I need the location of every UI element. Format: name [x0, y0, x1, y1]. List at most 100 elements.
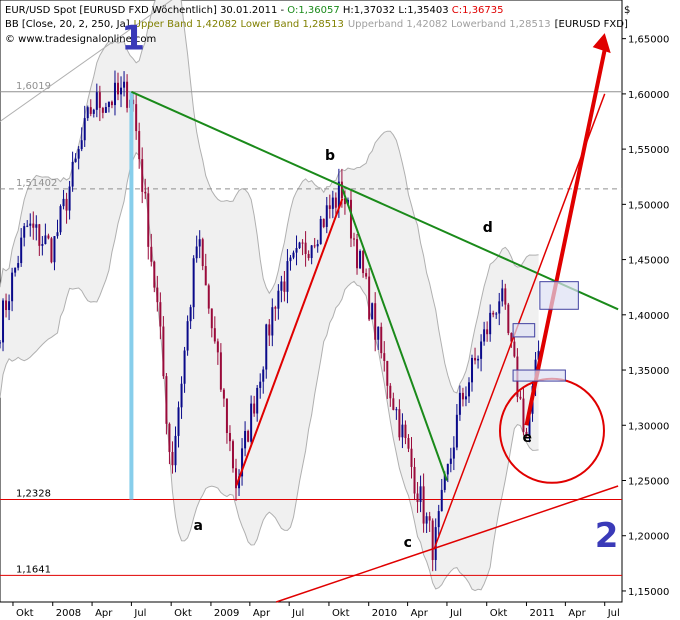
candle-body [504, 288, 507, 305]
lower-band [0, 151, 539, 592]
candle-body [292, 252, 295, 258]
candle-body [374, 303, 377, 340]
candle-body [71, 161, 74, 187]
candle-body [256, 387, 259, 414]
candle-body [26, 225, 29, 227]
header-close: C:1,36735 [452, 5, 504, 16]
candle-body [334, 197, 337, 208]
wide-zone-box [512, 369, 566, 382]
candle-body [162, 326, 165, 377]
candle-body [38, 224, 41, 246]
candle-body [238, 476, 241, 489]
header-bb-symbol: [EURUSD FXD] [555, 19, 628, 30]
candle-body [458, 392, 461, 415]
x-tick-label: Apr [95, 608, 113, 619]
candle-body [422, 486, 425, 524]
header-line-2: BB [Close, 20, 2, 250, Ja] Upper Band 1,4… [5, 19, 628, 30]
candle-body [41, 244, 44, 246]
candle-body [395, 409, 398, 411]
candle-body [313, 245, 316, 247]
candle-body [480, 341, 483, 359]
x-tick-label: Okt [490, 608, 508, 619]
resistance-zone-box [539, 281, 579, 310]
candle-body [319, 218, 322, 245]
candle-body [17, 263, 20, 268]
candle-body [177, 407, 180, 436]
y-tick-label: 1,55000 [628, 145, 669, 156]
small-zone-box [512, 323, 536, 338]
candle-body [489, 312, 492, 335]
header-open: O:1,36057 [287, 5, 339, 16]
candle-body [289, 257, 292, 262]
candle-body [467, 382, 470, 397]
y-tick-label: 1,15000 [628, 587, 669, 598]
candle-body [201, 239, 204, 267]
x-tick-label: Apr [411, 608, 429, 619]
candle-body [219, 352, 222, 390]
candle-body [310, 245, 313, 259]
candle-body [20, 237, 23, 264]
candle-body [316, 244, 319, 247]
candle-body [410, 448, 413, 467]
candle-body [183, 350, 186, 384]
candle-body [513, 341, 516, 357]
header-bb-params: BB [Close, 20, 2, 250, Ja] [5, 19, 130, 30]
candle-body [528, 413, 531, 437]
candle-body [189, 307, 192, 322]
candle-body [259, 381, 262, 388]
header-bb-values: Upper Band 1,42082 Lower Band 1,28513 [134, 19, 344, 30]
candle-body [383, 353, 386, 361]
candle-body [180, 383, 183, 408]
currency-symbol: $ [624, 5, 630, 16]
candle-body [331, 197, 334, 209]
candle-body [253, 403, 256, 414]
candle-body [495, 313, 498, 315]
candle-body [377, 326, 380, 340]
candle-body [159, 302, 162, 327]
candle-body [286, 261, 289, 292]
candle-body [265, 324, 268, 370]
wave-label: 1 [121, 19, 145, 59]
level-label: 1,51402 [16, 178, 57, 189]
x-tick-label: Jul [291, 608, 304, 619]
candle-body [0, 342, 1, 344]
candle-body [86, 107, 89, 119]
candle-body [80, 140, 83, 150]
level-label: 1,1641 [16, 564, 51, 575]
candle-body [14, 267, 17, 273]
candle-body [47, 235, 50, 239]
candle-body [274, 307, 277, 309]
candle-body [5, 300, 8, 311]
x-tick-label: Jul [133, 608, 146, 619]
candle-body [425, 516, 428, 524]
candle-body [353, 238, 356, 240]
candle-body [68, 186, 71, 211]
x-tick-label: Apr [568, 608, 586, 619]
candle-body [477, 358, 480, 361]
candle-body [437, 511, 440, 528]
candle-body [262, 369, 265, 382]
candle-body [522, 398, 525, 432]
candle-body [141, 159, 144, 192]
candle-body [461, 392, 464, 400]
y-tick-label: 1,35000 [628, 366, 669, 377]
candle-body [440, 489, 443, 512]
x-tick-label: Jul [607, 608, 620, 619]
candle-body [235, 468, 238, 489]
header-line-1: EUR/USD Spot [EURUSD FXD Wöchentlich] 30… [5, 5, 504, 16]
candle-body [50, 238, 53, 263]
candle-body [120, 87, 123, 95]
candle-body [498, 301, 501, 314]
upper-channel-line [0, 0, 173, 122]
candle-body [464, 396, 467, 400]
candle-body [474, 357, 477, 361]
candle-body [59, 206, 62, 233]
wave-label: d [483, 220, 493, 236]
y-tick-label: 1,25000 [628, 476, 669, 487]
candle-body [301, 242, 304, 244]
candle-body [525, 431, 528, 437]
candle-body [222, 389, 225, 399]
green-wave-c-line [341, 188, 448, 481]
candle-body [32, 223, 35, 228]
